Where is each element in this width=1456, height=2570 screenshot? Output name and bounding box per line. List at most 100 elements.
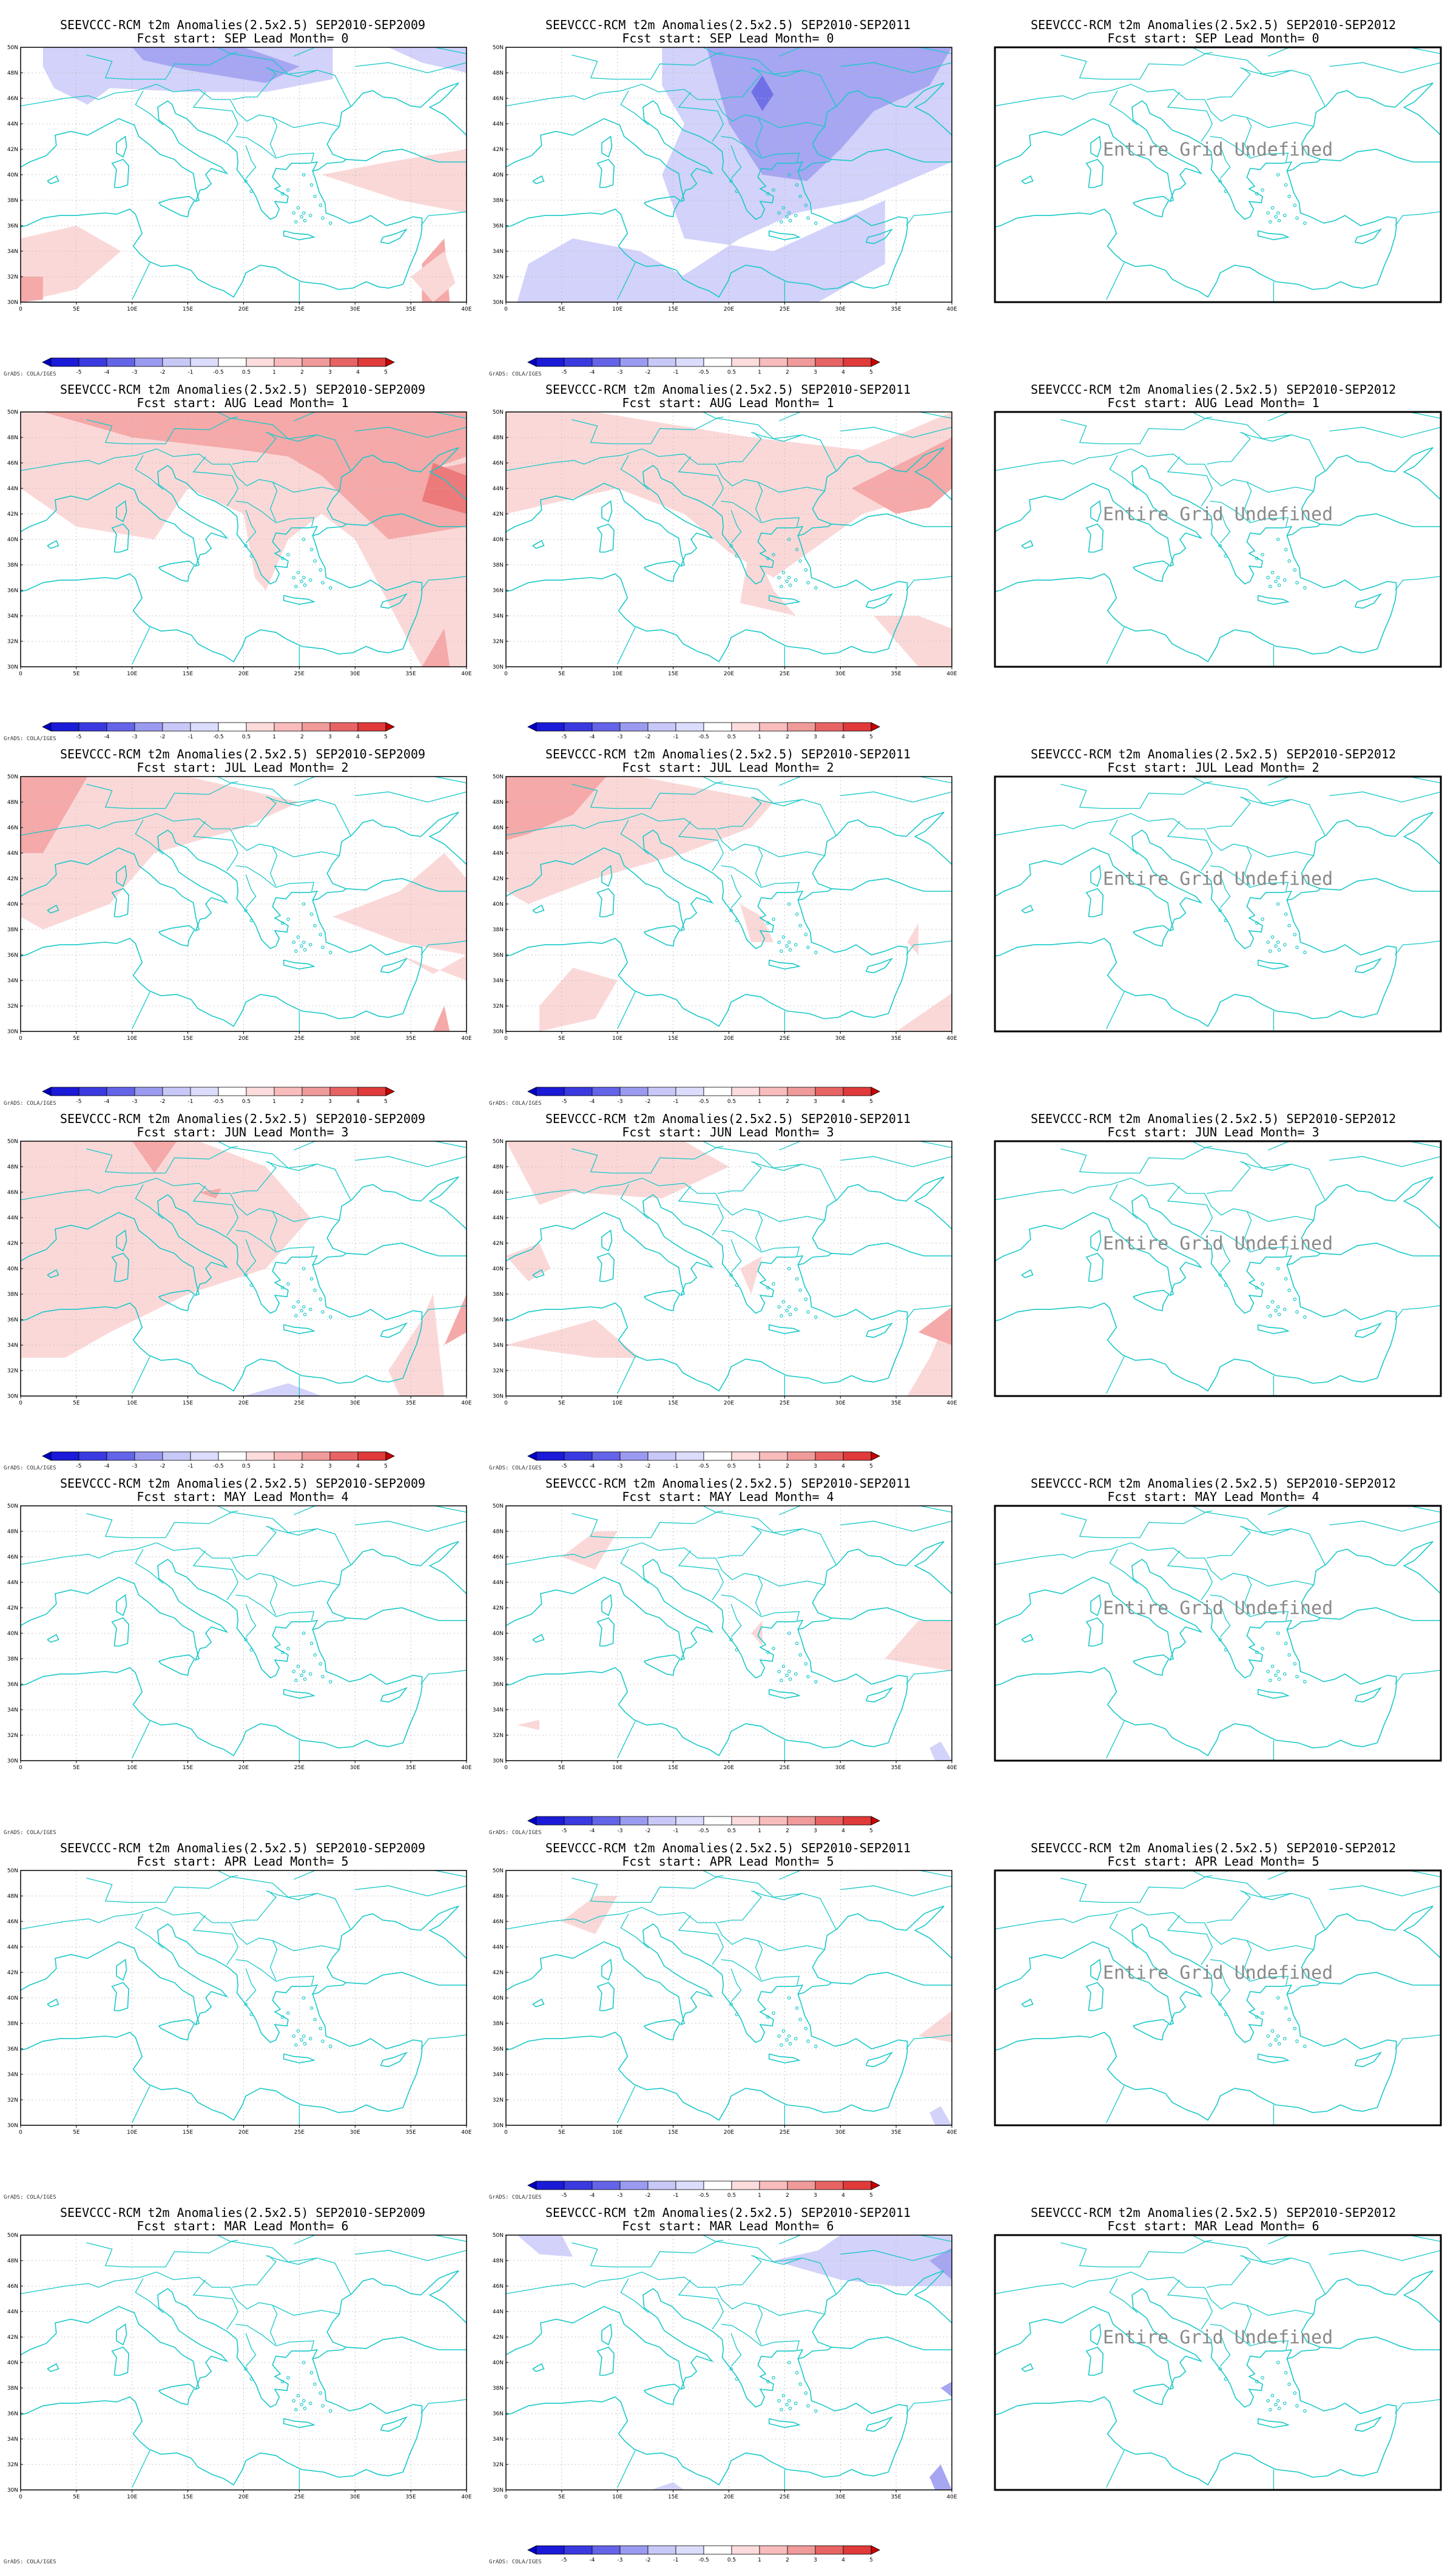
country-border: [1106, 991, 1125, 1030]
country-border: [1329, 1156, 1441, 1167]
coastline: [158, 2383, 195, 2406]
panel-subtitle: Fcst start: SEP Lead Month= 0: [136, 31, 349, 46]
country-border: [1240, 1161, 1292, 1171]
island: [300, 579, 303, 584]
island: [329, 1315, 332, 1319]
country-border: [678, 821, 724, 871]
coastline: [995, 2313, 1079, 2356]
lat-tick-label: 34N: [7, 2072, 18, 2078]
country-border: [1167, 821, 1213, 871]
colorbar-swatch: [564, 1451, 593, 1461]
coastline: [657, 83, 952, 220]
country-border: [1167, 2279, 1213, 2330]
colorbar-label: -2: [645, 2557, 651, 2563]
anomaly-shading: [874, 616, 952, 667]
coastline: [596, 888, 615, 917]
lon-tick-label: 30E: [835, 2494, 846, 2500]
coastline: [104, 100, 229, 203]
island: [1282, 2037, 1287, 2041]
island: [321, 581, 325, 585]
lon-tick-label: 40E: [461, 306, 471, 312]
country-border: [906, 2034, 952, 2049]
panel-title: SEEVCCC-RCM t2m Anomalies(2.5x2.5) SEP20…: [545, 1111, 911, 1126]
country-border: [217, 1506, 238, 1513]
colorbar-arrow-right: [871, 1451, 880, 1461]
island: [318, 1662, 323, 1666]
colorbar-label: 4: [841, 1828, 845, 1834]
island: [729, 908, 733, 912]
lat-tick-label: 32N: [493, 2462, 504, 2468]
lat-tick-label: 34N: [493, 2437, 504, 2443]
panel-title: SEEVCCC-RCM t2m Anomalies(2.5x2.5) SEP20…: [59, 1111, 426, 1126]
country-border: [245, 874, 257, 908]
island: [777, 1670, 781, 1673]
island: [296, 1664, 300, 1668]
coastline: [1257, 959, 1290, 970]
lat-tick-label: 44N: [7, 121, 18, 127]
coastline: [1257, 230, 1290, 240]
coastline: [589, 1923, 714, 2026]
coastline: [1090, 1594, 1102, 1616]
island: [1274, 1673, 1278, 1678]
lon-tick-label: 30E: [350, 1036, 360, 1042]
island: [1287, 1653, 1291, 1657]
lat-tick-label: 42N: [7, 511, 18, 518]
lon-tick-label: 15E: [668, 1400, 678, 1406]
country-border: [266, 1890, 318, 1900]
island: [1287, 923, 1291, 928]
country-border: [617, 1356, 636, 1394]
colorbar-label: -4: [590, 369, 595, 376]
coastline: [104, 465, 229, 567]
country-border: [21, 1178, 340, 1222]
island: [1274, 579, 1278, 584]
lat-tick-label: 38N: [7, 198, 18, 204]
colorbar-label: 1: [758, 1828, 761, 1834]
island: [795, 1277, 799, 1281]
coastline: [1146, 2270, 1441, 2408]
anomaly-shading: [929, 2106, 952, 2125]
colorbar-label: -5: [562, 2193, 567, 2199]
lat-tick-label: 50N: [493, 1503, 504, 1509]
map-panel: SEEVCCC-RCM t2m Anomalies(2.5x2.5) SEP20…: [489, 2206, 977, 2570]
lat-tick-label: 48N: [493, 800, 504, 806]
lat-tick-label: 30N: [493, 2123, 504, 2129]
lat-tick-label: 34N: [493, 613, 504, 619]
colorbar-swatch: [536, 2545, 565, 2555]
lat-tick-label: 40N: [7, 537, 18, 543]
lat-tick-label: 34N: [7, 249, 18, 255]
anomaly-shading: [506, 777, 607, 840]
colorbar-label: -3: [618, 1099, 623, 1105]
country-border: [1219, 2333, 1231, 2367]
country-border: [132, 2085, 150, 2123]
lon-tick-label: 35E: [406, 306, 416, 312]
anomaly-map: 0 5E 10E 15E 20E 25E 30E 35E 40E30N32N34N36N38N4…: [7, 45, 472, 312]
country-border: [1210, 1594, 1289, 1621]
anomaly-shading: [506, 1320, 640, 1358]
colorbar-swatch: [675, 1451, 704, 1461]
colorbar-label: 3: [814, 1463, 817, 1469]
island: [1303, 2044, 1307, 2048]
coastline: [768, 595, 801, 605]
lat-tick-label: 48N: [7, 800, 18, 806]
colorbar-label: 2: [300, 1099, 304, 1105]
map-panel: SEEVCCC-RCM t2m Anomalies(2.5x2.5) SEP20…: [4, 383, 491, 747]
island: [729, 179, 733, 183]
lon-tick-label: 0: [19, 671, 22, 677]
island: [302, 1267, 306, 1270]
island: [296, 1300, 300, 1304]
colorbar-swatch: [647, 1087, 676, 1096]
coastline: [995, 126, 1079, 168]
lon-tick-label: 25E: [780, 1400, 790, 1406]
island: [1303, 585, 1307, 590]
colorbar-label: -1: [188, 369, 194, 376]
lat-tick-label: 38N: [493, 2021, 504, 2027]
country-border: [355, 1885, 467, 1897]
coastline: [1090, 865, 1102, 887]
island: [1282, 943, 1287, 947]
country-border: [620, 90, 649, 126]
lat-tick-label: 44N: [493, 121, 504, 127]
coastline: [601, 2323, 613, 2346]
country-border: [1167, 1915, 1213, 1965]
lon-tick-label: 15E: [668, 671, 678, 677]
colorbar-label: 5: [384, 369, 388, 376]
